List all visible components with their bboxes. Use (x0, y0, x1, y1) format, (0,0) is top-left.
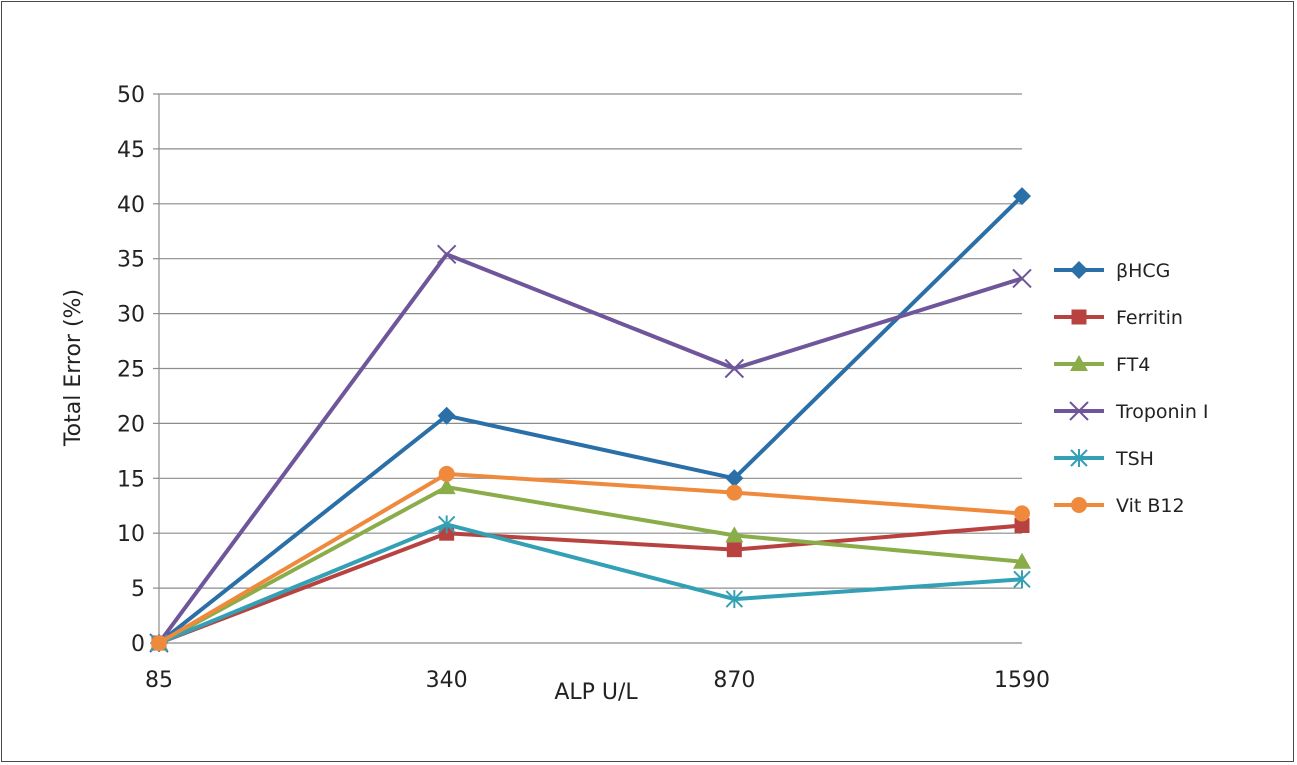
data-point (1013, 570, 1031, 589)
data-point (726, 542, 742, 558)
series-line (157, 471, 1023, 645)
legend-label: Troponin I (1115, 401, 1209, 423)
legend-item: Ferritin (1054, 307, 1183, 329)
data-point (1014, 518, 1030, 534)
y-tick-label: 15 (117, 467, 145, 492)
x-axis-ticks: 85 340 870 1590 (145, 668, 1050, 693)
x-axis-title: ALP U/L (554, 680, 638, 705)
data-point (437, 478, 456, 495)
legend-label: TSH (1115, 448, 1154, 470)
legend-label: βHCG (1116, 260, 1170, 282)
y-tick-label: 50 (117, 83, 145, 108)
series-line (158, 522, 1023, 645)
legend-marker (1071, 309, 1087, 325)
series-line (157, 252, 1023, 645)
legend-marker (1070, 449, 1088, 467)
series-0 (150, 187, 1031, 652)
y-tick-label: 5 (131, 577, 145, 602)
data-point (725, 590, 744, 609)
legend-marker (1070, 355, 1088, 371)
legend-item: FT4 (1054, 354, 1150, 376)
x-tick-label: 870 (713, 668, 755, 693)
legend-marker (1069, 401, 1089, 421)
x-tick-label: 340 (426, 668, 468, 693)
series-5 (151, 465, 1030, 651)
legend-item: Vit B12 (1054, 495, 1185, 517)
y-tick-label: 40 (117, 193, 145, 218)
data-point (725, 469, 744, 488)
legend: βHCG Ferritin FT4 Troponin I TSH Vit B12 (1054, 260, 1209, 517)
y-tick-label: 20 (117, 412, 145, 437)
legend-label: Ferritin (1116, 307, 1183, 329)
data-point (437, 406, 456, 425)
y-tick-label: 45 (117, 138, 145, 163)
data-point (1013, 552, 1031, 569)
data-point (437, 515, 456, 534)
data-point (725, 526, 744, 543)
data-point (1012, 268, 1032, 289)
data-point (438, 465, 455, 482)
y-tick-label: 30 (117, 303, 145, 328)
legend-label: Vit B12 (1116, 495, 1185, 517)
data-point (726, 484, 743, 501)
data-point (436, 244, 457, 265)
series-3 (149, 244, 1032, 653)
series-group (149, 187, 1032, 653)
x-tick-label: 85 (145, 668, 173, 693)
series-line (158, 485, 1023, 645)
y-axis-title: Total Error (%) (61, 289, 86, 447)
data-point (151, 635, 167, 651)
legend-marker (1070, 261, 1088, 279)
series-1 (151, 518, 1030, 651)
y-tick-label: 10 (117, 522, 145, 547)
data-point (1014, 505, 1030, 522)
y-axis-ticks: 0 5 10 15 20 25 30 35 40 45 50 (117, 83, 159, 657)
legend-item: βHCG (1054, 260, 1170, 282)
legend-label: FT4 (1116, 354, 1150, 376)
x-tick-label: 1590 (994, 668, 1050, 693)
legend-marker (1071, 497, 1087, 513)
y-tick-label: 25 (117, 358, 145, 383)
data-point (1013, 187, 1031, 206)
series-line (157, 194, 1024, 645)
data-point (724, 358, 745, 379)
series-line (158, 523, 1023, 645)
legend-item: TSH (1054, 448, 1154, 470)
y-tick-label: 0 (131, 632, 145, 657)
legend-item: Troponin I (1054, 401, 1209, 423)
y-tick-label: 35 (117, 248, 145, 273)
